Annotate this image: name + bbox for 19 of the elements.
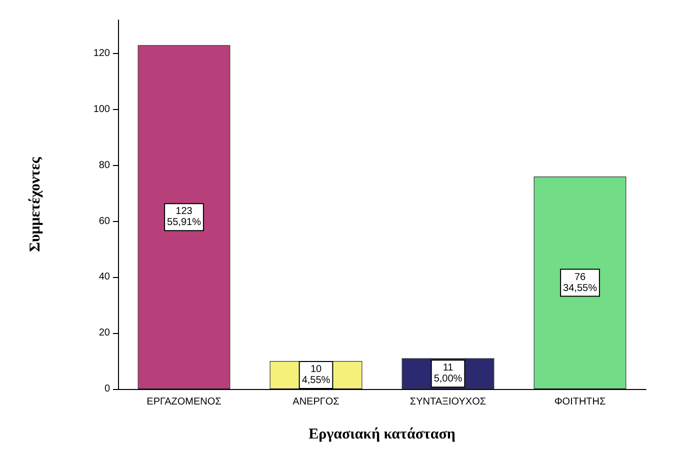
y-tick-label: 0 [104,384,110,394]
y-tick-label: 20 [98,328,110,339]
x-axis-title: Εργασιακή κατάσταση [308,426,456,442]
y-tick-label: 40 [98,272,110,283]
data-label: 76 34,55% [563,272,598,294]
y-tick-label: 80 [98,160,110,171]
x-tick-label: ΑΝΕΡΓΟΣ [292,396,340,408]
x-tick-label: ΕΡΓΑΖΟΜΕΝΟΣ [146,396,222,408]
y-tick-label: 120 [93,48,110,60]
y-tick-label: 100 [93,104,110,115]
y-axis-title: Συμμετέχοντες [28,156,44,252]
bar [138,45,230,389]
x-tick-label: ΦΟΙΤΗΤΗΣ [554,396,606,408]
data-label: 123 55,91% [167,206,202,228]
data-label: 10 4,55% [302,364,330,386]
y-tick-label: 60 [98,216,110,227]
bar [534,176,626,389]
x-tick-label: ΣΥΝΤΑΞΙΟΥΧΟΣ [410,396,486,408]
data-label: 11 5,00% [434,362,462,385]
